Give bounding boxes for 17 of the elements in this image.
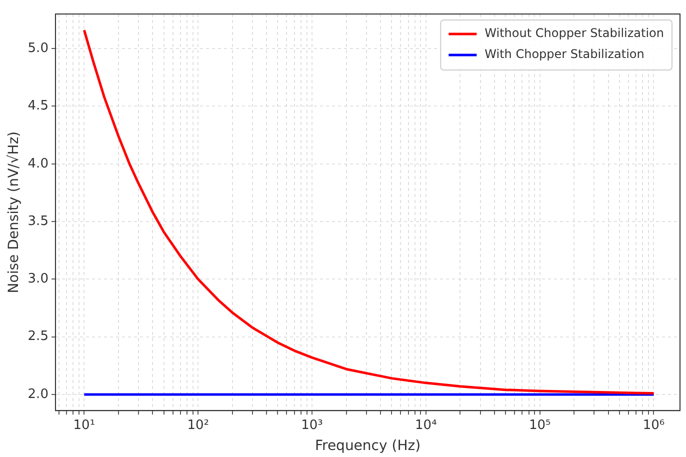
y-tick-label: 4.5 [28,98,48,114]
x-tick-label: 10⁴ [415,418,437,433]
y-tick-label: 4.0 [28,156,48,172]
y-tick-label: 2.0 [28,386,48,402]
x-tick-label: 10⁶ [642,418,665,433]
y-tick-label: 2.5 [28,329,48,344]
legend-label: Without Chopper Stabilization [484,26,664,40]
x-tick-label: 10¹ [73,418,96,433]
x-tick-label: 10³ [301,418,323,433]
y-tick-label: 5.0 [28,40,48,56]
x-tick-label: 10⁵ [528,418,551,433]
x-tick-label: 10² [187,418,209,433]
x-axis-title: Frequency (Hz) [314,438,421,454]
y-tick-label: 3.0 [28,272,48,287]
y-axis-title: Noise Density (nV/√Hz) [6,131,22,294]
legend-label: With Chopper Stabilization [484,47,644,62]
y-tick-label: 3.5 [28,214,48,229]
